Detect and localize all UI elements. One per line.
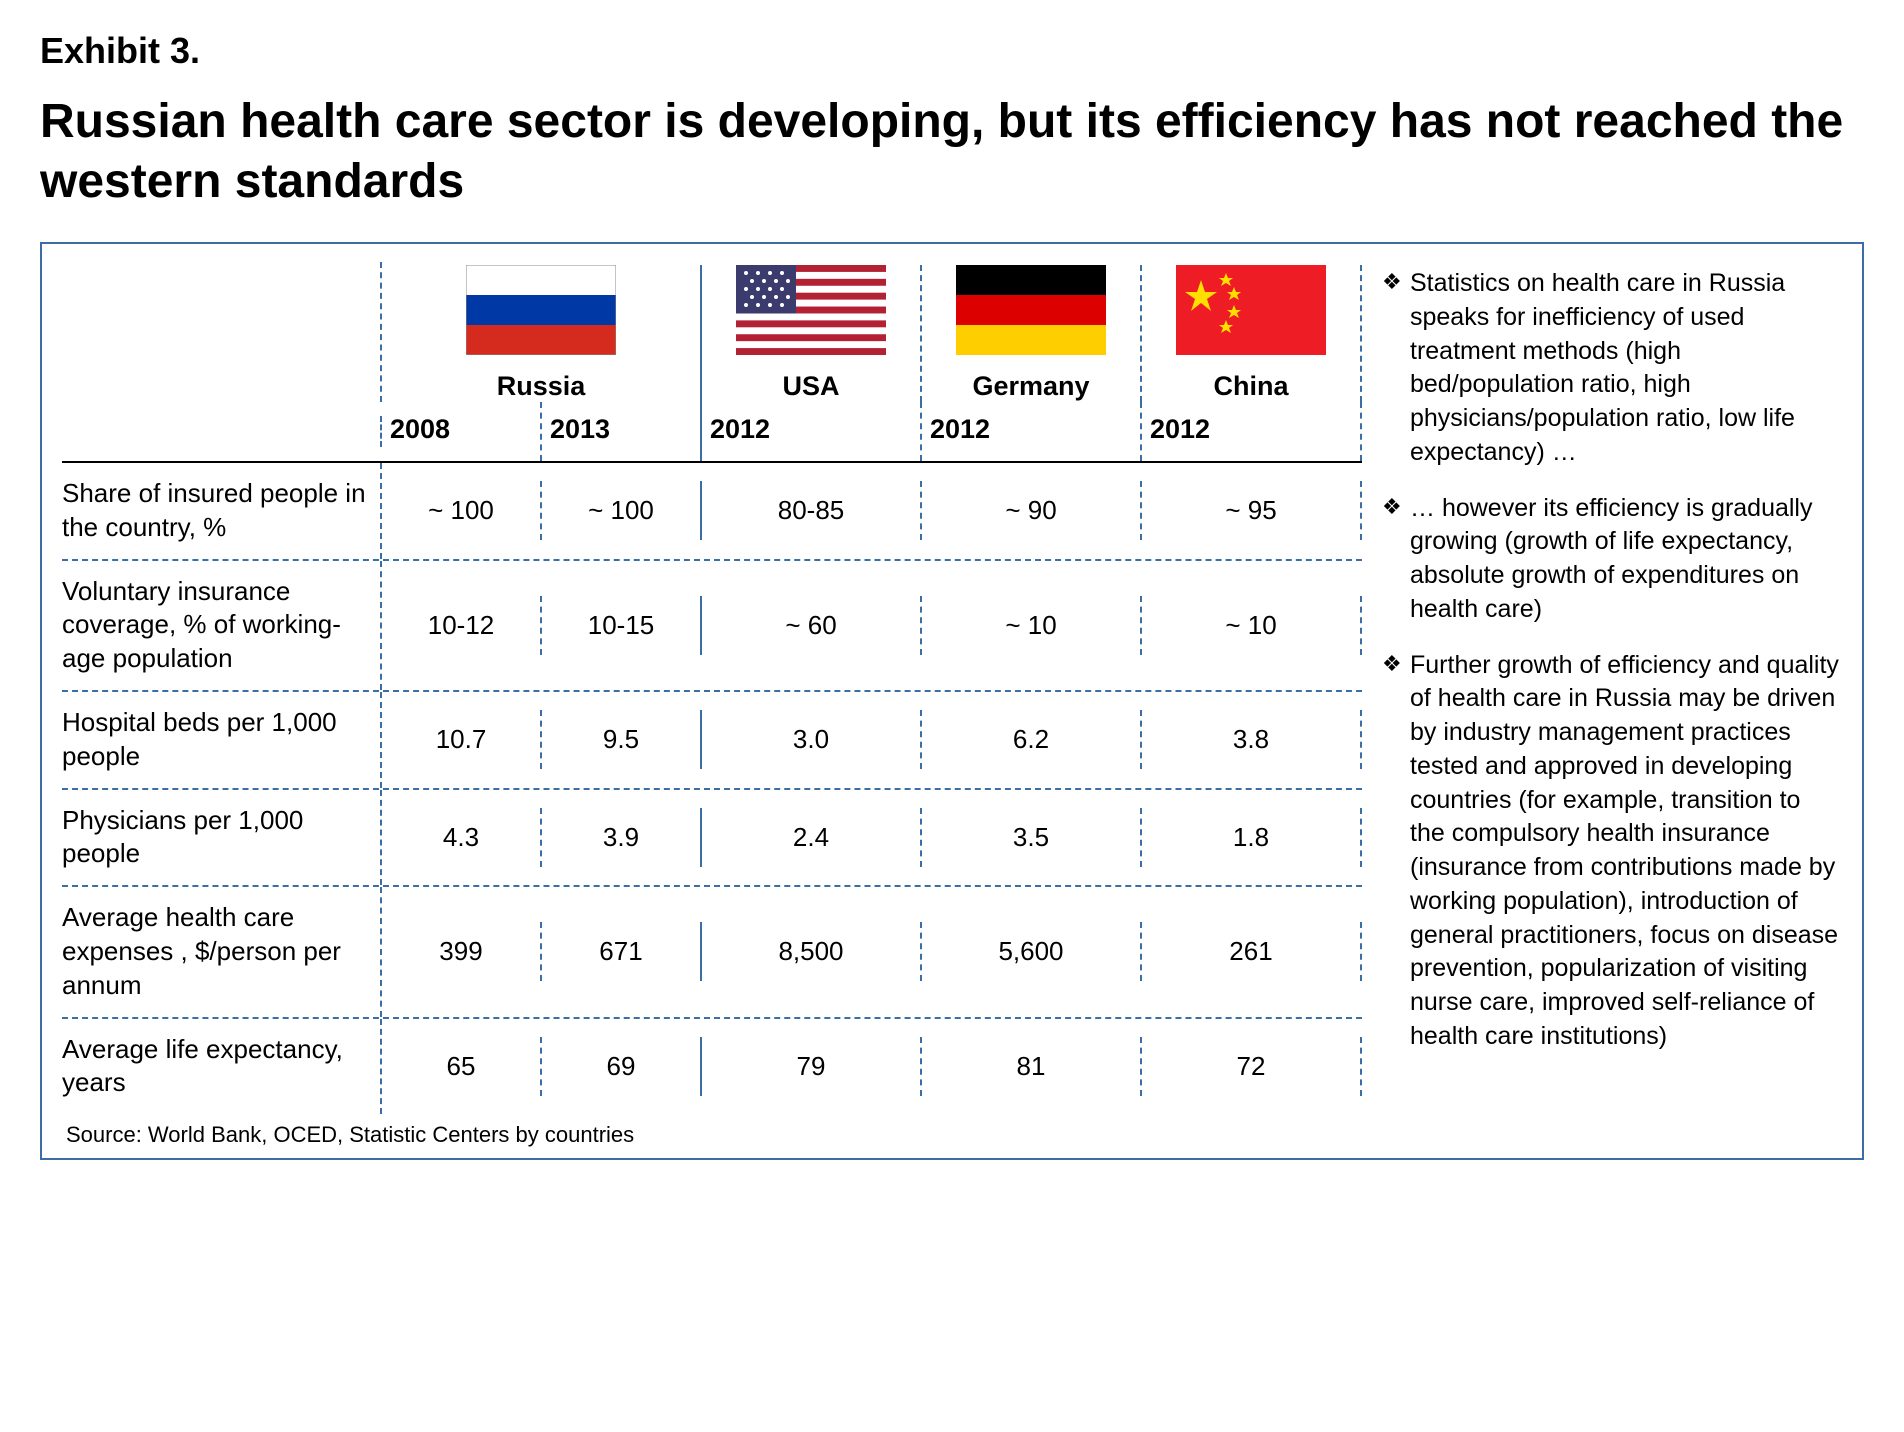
header-russia: Russia bbox=[382, 265, 702, 402]
cell-value: 10-12 bbox=[382, 596, 542, 655]
flag-russia bbox=[382, 265, 700, 361]
table-row: Average life expectancy, years 65 69 79 … bbox=[62, 1019, 1362, 1115]
row-label: Average life expectancy, years bbox=[62, 1019, 382, 1115]
cell-value: ~ 90 bbox=[922, 481, 1142, 540]
note-item: ❖ Statistics on health care in Russia sp… bbox=[1382, 267, 1842, 470]
header-spacer bbox=[62, 262, 382, 402]
country-name-russia: Russia bbox=[382, 371, 700, 402]
cell-value: 5,600 bbox=[922, 922, 1142, 981]
row-label: Voluntary insurance coverage, % of worki… bbox=[62, 561, 382, 690]
cell-value: 261 bbox=[1142, 922, 1362, 981]
cell-value: 3.0 bbox=[702, 710, 922, 769]
notes-panel: ❖ Statistics on health care in Russia sp… bbox=[1382, 262, 1842, 1148]
cell-value: 3.8 bbox=[1142, 710, 1362, 769]
cell-value: ~ 10 bbox=[1142, 596, 1362, 655]
cell-value: 10.7 bbox=[382, 710, 542, 769]
cell-value: 399 bbox=[382, 922, 542, 981]
cell-value: ~ 95 bbox=[1142, 481, 1362, 540]
cell-value: 9.5 bbox=[542, 710, 702, 769]
flag-usa bbox=[702, 265, 920, 361]
cell-value: ~ 10 bbox=[922, 596, 1142, 655]
cell-value: 4.3 bbox=[382, 808, 542, 867]
row-label: Average health care expenses , $/person … bbox=[62, 887, 382, 1016]
table-row: Average health care expenses , $/person … bbox=[62, 887, 1362, 1018]
cell-value: 10-15 bbox=[542, 596, 702, 655]
country-name-germany: Germany bbox=[922, 371, 1140, 402]
exhibit-label: Exhibit 3. bbox=[40, 30, 1864, 72]
year-germany: 2012 bbox=[922, 402, 1142, 461]
note-text: Further growth of efficiency and quality… bbox=[1410, 649, 1842, 1054]
year-usa: 2012 bbox=[702, 402, 922, 461]
cell-value: 1.8 bbox=[1142, 808, 1362, 867]
flag-germany bbox=[922, 265, 1140, 361]
cell-value: ~ 100 bbox=[382, 481, 542, 540]
cell-value: 8,500 bbox=[702, 922, 922, 981]
cell-value: 2.4 bbox=[702, 808, 922, 867]
cell-value: 6.2 bbox=[922, 710, 1142, 769]
flag-china bbox=[1142, 265, 1360, 361]
table-row: Voluntary insurance coverage, % of worki… bbox=[62, 561, 1362, 692]
header-china: China bbox=[1142, 265, 1362, 402]
table-year-row: 2008 2013 2012 2012 2012 bbox=[62, 402, 1362, 463]
note-item: ❖ … however its efficiency is gradually … bbox=[1382, 492, 1842, 627]
comparison-table: Russia bbox=[62, 262, 1362, 1148]
country-name-china: China bbox=[1142, 371, 1360, 402]
cell-value: 79 bbox=[702, 1037, 922, 1096]
note-item: ❖ Further growth of efficiency and quali… bbox=[1382, 649, 1842, 1054]
cell-value: ~ 60 bbox=[702, 596, 922, 655]
header-usa: USA bbox=[702, 265, 922, 402]
cell-value: 3.9 bbox=[542, 808, 702, 867]
year-spacer bbox=[62, 416, 382, 447]
cell-value: 3.5 bbox=[922, 808, 1142, 867]
table-row: Share of insured people in the country, … bbox=[62, 463, 1362, 561]
year-russia-2013: 2013 bbox=[542, 402, 702, 461]
note-text: … however its efficiency is gradually gr… bbox=[1410, 492, 1842, 627]
page-title: Russian health care sector is developing… bbox=[40, 92, 1864, 212]
cell-value: 65 bbox=[382, 1037, 542, 1096]
bullet-icon: ❖ bbox=[1382, 649, 1410, 1054]
cell-value: 671 bbox=[542, 922, 702, 981]
year-russia-2008: 2008 bbox=[382, 402, 542, 461]
cell-value: ~ 100 bbox=[542, 481, 702, 540]
bullet-icon: ❖ bbox=[1382, 492, 1410, 627]
table-header-row: Russia bbox=[62, 262, 1362, 402]
row-label: Hospital beds per 1,000 people bbox=[62, 692, 382, 788]
row-label: Physicians per 1,000 people bbox=[62, 790, 382, 886]
country-name-usa: USA bbox=[702, 371, 920, 402]
table-row: Physicians per 1,000 people 4.3 3.9 2.4 … bbox=[62, 790, 1362, 888]
table-row: Hospital beds per 1,000 people 10.7 9.5 … bbox=[62, 692, 1362, 790]
header-germany: Germany bbox=[922, 265, 1142, 402]
cell-value: 81 bbox=[922, 1037, 1142, 1096]
bullet-icon: ❖ bbox=[1382, 267, 1410, 470]
cell-value: 80-85 bbox=[702, 481, 922, 540]
row-label: Share of insured people in the country, … bbox=[62, 463, 382, 559]
cell-value: 69 bbox=[542, 1037, 702, 1096]
note-text: Statistics on health care in Russia spea… bbox=[1410, 267, 1842, 470]
content-frame: Russia bbox=[40, 242, 1864, 1160]
source-text: Source: World Bank, OCED, Statistic Cent… bbox=[62, 1122, 1362, 1148]
year-china: 2012 bbox=[1142, 402, 1362, 461]
cell-value: 72 bbox=[1142, 1037, 1362, 1096]
